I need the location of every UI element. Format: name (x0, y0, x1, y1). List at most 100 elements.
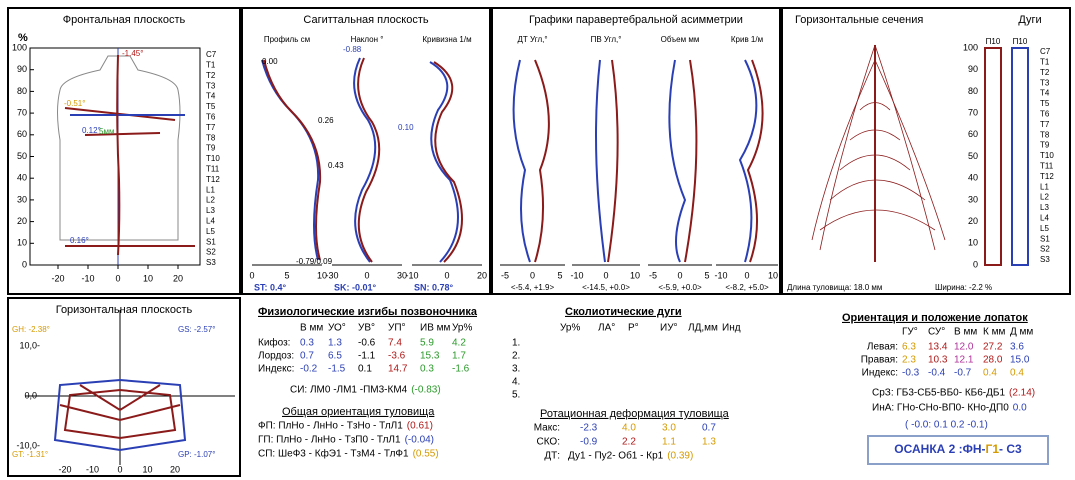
x-tick-label: -10 (86, 464, 99, 474)
column-head: ИУ° (660, 323, 678, 334)
y-tick-label: 50 (968, 151, 978, 161)
vertebra-label: L3 (1040, 203, 1049, 212)
cell: 1.7 (452, 351, 466, 362)
annotation: 0.43 (328, 161, 344, 170)
cell: 4.0 (622, 423, 636, 434)
y-tick-label: 100 (963, 42, 978, 52)
x-tick-label: 5 (284, 270, 289, 280)
cell: -0.7 (954, 368, 972, 379)
asymmetry-panel (491, 7, 781, 295)
y-tick-label: 60 (968, 129, 978, 139)
sagittal-panel (241, 7, 491, 295)
vertebra-label: T11 (206, 165, 220, 174)
dt-value: (0.39) (667, 451, 693, 462)
cell: 14.7 (388, 364, 408, 375)
cell: 27.2 (983, 342, 1003, 353)
vertebra-label: S2 (1040, 245, 1050, 254)
vertebra-label: L2 (206, 196, 215, 205)
vertebra-label: S2 (206, 248, 216, 257)
y-tick-label: 60 (17, 129, 27, 139)
posture: ОСАНКА 2 :ФН-Г1- С3 (894, 442, 1022, 456)
row-number: 4. (512, 377, 520, 388)
x-tick-label: 30 (397, 270, 407, 280)
row-label: Лордоз: (258, 351, 294, 362)
row-label: Кифоз: (258, 337, 290, 349)
angle: GS: -2.57° (178, 325, 215, 334)
column-head: ИВ мм (420, 323, 451, 334)
ina-value: 0.0 (1013, 403, 1027, 414)
row-number: 2. (512, 351, 520, 362)
x-tick-label: 0 (115, 273, 120, 283)
vertebra-label: T8 (1040, 130, 1050, 139)
cell: 2.2 (622, 437, 636, 448)
x-tick-label: 0 (530, 270, 535, 280)
vertebra-label: L4 (206, 217, 215, 226)
cell: -1.1 (358, 351, 376, 362)
y-tick-label: 10 (17, 238, 27, 248)
vertebra-label: T3 (206, 81, 216, 90)
y-tick-label: 90 (17, 64, 27, 74)
vertebra-label: T12 (206, 175, 220, 184)
y-tick-label: 20 (968, 216, 978, 226)
trunk-width: Ширина: -2.2 % (935, 283, 992, 292)
cell: 6.5 (328, 351, 342, 362)
vertebra-label: S3 (206, 258, 216, 267)
cell: -0.6 (358, 338, 376, 349)
cell: -3.6 (388, 351, 406, 362)
x-tick-label: 10 (317, 270, 327, 280)
y-tick-label: 40 (17, 173, 27, 183)
y-tick-label: 80 (17, 86, 27, 96)
srz-value: (2.14) (1009, 388, 1035, 399)
x-tick-label: -10 (405, 270, 418, 280)
annotation: 0.16° (70, 236, 89, 245)
cell: 0.7 (300, 351, 314, 362)
annotation: -0.88 (343, 45, 362, 54)
panel-title: Фронтальная плоскость (63, 14, 186, 26)
cell: 0.7 (702, 423, 716, 434)
x-tick-label: 0 (677, 270, 682, 280)
annotation: -0.51° (64, 99, 85, 108)
cell: 3.6 (1010, 342, 1024, 353)
column-head: ГУ° (902, 327, 918, 338)
vertebra-label: T10 (206, 154, 220, 163)
range: <-5.9, +0.0> (658, 283, 702, 292)
posture-box (867, 435, 1049, 465)
row-label: Макс: (534, 423, 560, 434)
column-head: В мм (954, 327, 977, 338)
vertebra-label: T3 (1040, 78, 1050, 87)
column-head: Инд (722, 323, 741, 334)
cell: 1.3 (328, 338, 342, 349)
x-tick-label: -10 (81, 273, 94, 283)
column-head: Наклон ° (351, 35, 384, 44)
vertebra-label: C7 (1040, 47, 1051, 56)
x-tick-label: 10 (142, 464, 152, 474)
angle: GH: -2.38° (12, 325, 50, 334)
orientation-row: СП: ШеФ3 - КфЭ1 - ТзМ4 - ТлФ1 (258, 448, 409, 460)
arc-bars (984, 47, 1029, 266)
posture-part: - С3 (999, 442, 1022, 456)
cell: 12.0 (954, 342, 974, 353)
y-tick-label: 40 (968, 173, 978, 183)
x-tick-label: -20 (51, 273, 64, 283)
column-head: К мм (983, 327, 1005, 338)
section-title: Ориентация и положение лопаток (842, 312, 1028, 324)
annotation: 0.12° (82, 126, 101, 135)
column-head: Профиль см (264, 35, 310, 44)
vertebra-label: T1 (1040, 58, 1050, 67)
cell: -2.3 (580, 423, 598, 434)
frontal-panel (7, 7, 241, 295)
x-tick-label: -10 (570, 270, 583, 280)
annotation: 5мм (99, 127, 114, 136)
section-title: Ротационная деформация туловища (540, 408, 730, 420)
cell: 7.4 (388, 338, 402, 349)
angle: GT: -1.31° (12, 450, 48, 459)
horizontal-drawing (25, 310, 235, 465)
orientation-row: ФП: ПлНо - ЛнНо - ТзНо - ТлЛ1 (258, 421, 403, 432)
y-tick-label: 0,0- (24, 390, 40, 400)
column-head: УВ° (358, 323, 375, 334)
vertebra-label: T10 (1040, 151, 1054, 160)
orientation-row: ГП: ПлНо - ЛнНо - ТзП0 - ТлЛ1 (258, 435, 401, 446)
label: % (18, 32, 28, 44)
cell: 4.2 (452, 338, 466, 349)
